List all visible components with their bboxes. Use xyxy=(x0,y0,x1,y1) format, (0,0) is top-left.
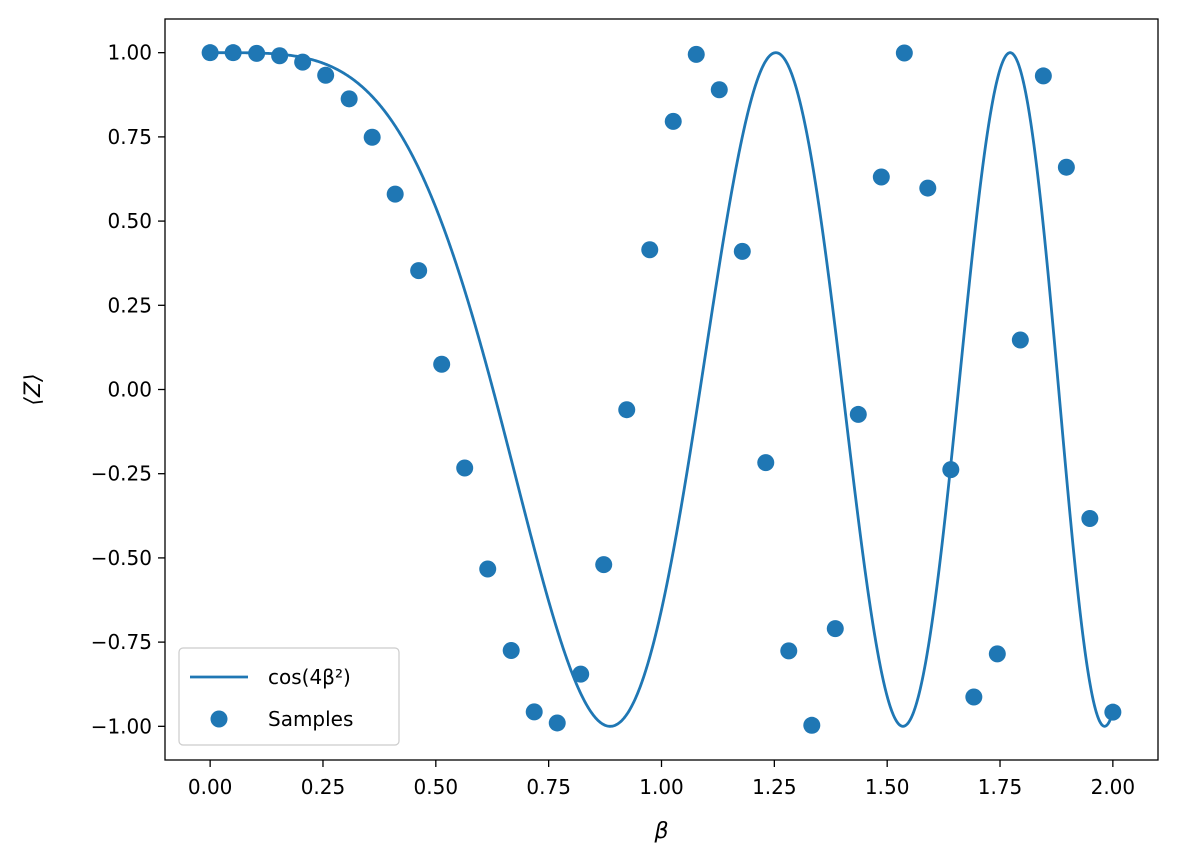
sample-point xyxy=(826,620,844,638)
sample-point xyxy=(1104,703,1122,721)
y-tick-label: −0.25 xyxy=(91,462,152,486)
legend-label-samples: Samples xyxy=(268,707,353,731)
sample-point xyxy=(363,128,381,146)
sample-point xyxy=(201,44,219,62)
legend-label-line: cos(4β²) xyxy=(268,665,351,689)
sample-point xyxy=(641,241,659,259)
sample-point xyxy=(502,642,520,660)
sample-point xyxy=(433,355,451,373)
sample-point xyxy=(317,66,335,84)
y-tick-label: 0.50 xyxy=(107,209,152,233)
y-tick-label: −0.75 xyxy=(91,630,152,654)
sample-point xyxy=(895,44,913,62)
sample-point xyxy=(965,688,983,706)
x-tick-label: 0.50 xyxy=(414,775,459,799)
x-tick-label: 1.00 xyxy=(639,775,684,799)
plot-area xyxy=(201,44,1122,734)
sample-point xyxy=(572,665,590,683)
sample-point xyxy=(780,642,798,660)
sample-point xyxy=(410,262,428,280)
sample-point xyxy=(757,454,775,472)
x-tick-label: 0.25 xyxy=(301,775,346,799)
legend-marker-swatch xyxy=(210,710,228,728)
sample-point xyxy=(386,185,404,203)
sample-point xyxy=(224,44,242,62)
series-line-cos xyxy=(210,51,1115,728)
x-tick-label: 0.00 xyxy=(188,775,233,799)
y-tick-label: 0.00 xyxy=(107,378,152,402)
sample-point xyxy=(733,242,751,260)
x-tick-label: 0.75 xyxy=(526,775,571,799)
legend: cos(4β²) Samples xyxy=(178,647,400,746)
x-axis: 0.00 0.25 0.50 0.75 1.00 1.25 1.50 1.75 2.00 xyxy=(188,760,1135,799)
y-tick-label: −1.00 xyxy=(91,714,152,738)
sample-point xyxy=(803,716,821,734)
sample-point xyxy=(294,53,312,71)
x-tick-label: 1.50 xyxy=(865,775,910,799)
sample-point xyxy=(687,45,705,63)
sample-point xyxy=(710,81,728,99)
sample-point xyxy=(525,703,543,721)
sample-point xyxy=(1034,67,1052,85)
y-tick-label: 1.00 xyxy=(107,41,152,65)
sample-point xyxy=(919,179,937,197)
y-tick-label: 0.75 xyxy=(107,125,152,149)
sample-point xyxy=(456,459,474,477)
sample-point xyxy=(595,556,613,574)
sample-point xyxy=(664,112,682,130)
sample-point xyxy=(942,461,960,479)
x-axis-label: β xyxy=(653,819,668,844)
sample-point xyxy=(618,401,636,419)
sample-point xyxy=(340,90,358,108)
sample-point xyxy=(988,645,1006,663)
x-tick-label: 2.00 xyxy=(1091,775,1136,799)
y-axis-label: ⟨Z⟩ xyxy=(21,373,46,405)
sample-point xyxy=(479,560,497,578)
x-tick-label: 1.25 xyxy=(752,775,797,799)
sample-point xyxy=(271,47,289,65)
sample-point xyxy=(849,405,867,423)
sample-point xyxy=(1081,510,1099,528)
scatter-points xyxy=(201,44,1122,734)
x-tick-label: 1.75 xyxy=(978,775,1023,799)
legend-box xyxy=(178,647,400,746)
sample-point xyxy=(1011,331,1029,349)
sample-point xyxy=(248,44,266,62)
y-tick-label: −0.50 xyxy=(91,546,152,570)
sample-point xyxy=(1057,158,1075,176)
y-axis: 1.00 0.75 0.50 0.25 0.00 −0.25 −0.50 −0.75 −1.00 xyxy=(91,41,165,738)
sample-point xyxy=(872,168,890,186)
sample-point xyxy=(548,714,566,732)
y-tick-label: 0.25 xyxy=(107,293,152,317)
